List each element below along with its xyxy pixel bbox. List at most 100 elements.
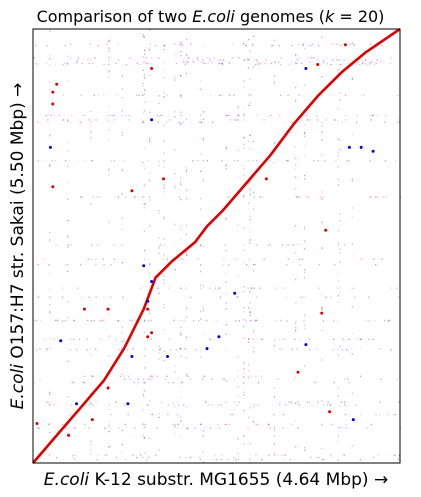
background-dot: [174, 371, 176, 373]
background-dot: [184, 63, 186, 66]
background-dot: [243, 409, 245, 412]
background-dot: [180, 55, 182, 57]
background-dot: [307, 57, 309, 59]
background-dot: [306, 59, 308, 61]
background-dot: [298, 121, 300, 123]
background-dot: [167, 413, 169, 416]
background-dot: [346, 160, 348, 162]
background-dot: [87, 319, 89, 321]
background-dot: [166, 375, 168, 377]
background-dot: [200, 429, 202, 431]
background-dot: [121, 134, 123, 137]
background-dot: [189, 456, 192, 459]
background-dot: [108, 220, 110, 222]
background-dot: [196, 57, 199, 59]
background-dot: [295, 164, 297, 166]
background-dot: [197, 258, 199, 260]
background-dot: [360, 258, 362, 260]
background-dot: [142, 435, 144, 437]
background-dot: [62, 119, 65, 121]
background-dot: [200, 121, 202, 123]
background-dot: [121, 244, 123, 246]
background-dot: [385, 196, 388, 198]
background-dot: [185, 198, 188, 200]
background-dot: [254, 264, 257, 266]
background-dot: [90, 131, 92, 133]
background-dot: [69, 57, 72, 59]
background-dot: [158, 252, 160, 254]
background-dot: [243, 382, 245, 384]
background-dot: [288, 244, 290, 246]
background-dot: [49, 64, 51, 66]
background-dot: [185, 406, 188, 408]
background-dot: [321, 121, 323, 123]
background-dot: [249, 94, 251, 96]
background-dot: [330, 404, 332, 406]
background-dot: [247, 104, 250, 107]
background-dot: [66, 63, 68, 66]
background-dot: [108, 421, 110, 423]
background-dot: [249, 102, 251, 104]
background-dot: [247, 241, 250, 243]
background-dot: [91, 375, 93, 377]
background-dot: [92, 62, 94, 65]
background-dot: [117, 196, 119, 198]
background-dot: [134, 59, 136, 61]
background-dot: [115, 401, 117, 403]
background-dot: [295, 326, 297, 328]
background-dot: [144, 147, 146, 150]
background-dot: [108, 56, 110, 58]
background-dot: [330, 456, 333, 459]
background-dot: [198, 121, 200, 123]
background-dot: [321, 190, 323, 192]
background-dot: [47, 119, 49, 121]
background-dot: [167, 287, 169, 289]
background-dot: [90, 244, 93, 246]
background-dot: [200, 114, 202, 116]
background-dot: [249, 188, 251, 190]
background-dot: [247, 307, 250, 309]
background-dot: [304, 248, 306, 250]
background-dot: [97, 196, 99, 198]
background-dot: [149, 137, 151, 139]
background-dot: [243, 377, 245, 379]
background-dot: [298, 258, 300, 260]
forward-match-point: [130, 189, 134, 193]
background-dot: [142, 56, 144, 58]
background-dot: [390, 57, 392, 59]
background-dot: [255, 63, 257, 66]
background-dot: [202, 178, 205, 181]
background-dot: [142, 94, 144, 96]
background-dot: [204, 427, 206, 429]
background-dot: [90, 402, 92, 404]
background-dot: [37, 264, 39, 266]
background-dot: [137, 381, 139, 384]
background-dot: [54, 160, 57, 162]
background-dot: [36, 319, 38, 321]
background-dot: [351, 287, 353, 290]
background-dot: [212, 121, 214, 123]
background-dot: [177, 423, 179, 426]
background-dot: [380, 378, 382, 380]
background-dot: [184, 348, 186, 350]
background-dot: [249, 50, 251, 52]
background-dot: [67, 264, 69, 266]
background-dot: [89, 119, 91, 121]
background-dot: [81, 196, 83, 198]
background-dot: [314, 381, 316, 384]
background-dot: [263, 119, 265, 121]
background-dot: [339, 63, 341, 66]
background-dot: [217, 59, 219, 61]
forward-match-point: [324, 228, 328, 232]
background-dot: [225, 401, 227, 403]
background-dot: [142, 381, 144, 384]
background-dot: [333, 338, 335, 340]
background-dot: [89, 348, 91, 350]
background-dot: [108, 335, 110, 337]
background-dot: [332, 349, 334, 351]
background-dot: [194, 427, 196, 429]
background-dot: [309, 349, 311, 351]
background-dot: [249, 407, 251, 409]
background-dot: [204, 62, 206, 65]
